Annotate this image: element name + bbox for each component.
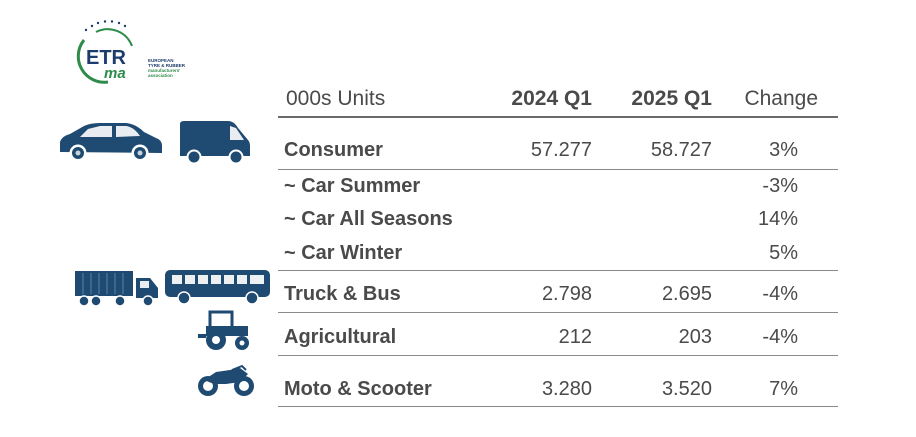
row-rule bbox=[278, 312, 838, 313]
value-2025: 2.695 bbox=[661, 283, 712, 305]
value-change: -3% bbox=[762, 175, 798, 197]
table-row-car-winter: ~ Car Winter 5% bbox=[278, 237, 838, 269]
van-icon bbox=[180, 121, 250, 165]
value-change: 14% bbox=[757, 208, 798, 230]
logo-text: EUROPEAN TYRE & RUBBER manufacturers' as… bbox=[148, 58, 185, 78]
row-label: Truck & Bus bbox=[284, 283, 401, 305]
header-rule bbox=[278, 116, 838, 118]
car-icon bbox=[60, 123, 162, 162]
table-row-consumer: Consumer 57.277 58.727 3% bbox=[278, 134, 838, 166]
logo-line-1: EUROPEAN bbox=[148, 58, 174, 63]
table-row-truck-bus: Truck & Bus 2.798 2.695 -4% bbox=[278, 278, 838, 310]
table-row-agricultural: Agricultural 212 203 -4% bbox=[278, 321, 838, 353]
table-row-car-all-seasons: ~ Car All Seasons 14% bbox=[278, 203, 838, 235]
row-rule bbox=[278, 169, 838, 170]
bus-icon bbox=[165, 270, 270, 305]
logo-mark: ETR bbox=[86, 47, 127, 69]
header-change: Change bbox=[744, 87, 818, 110]
value-2025: 3.520 bbox=[661, 378, 712, 400]
tractor-icon bbox=[198, 310, 249, 350]
value-change: -4% bbox=[762, 283, 798, 305]
logo-line-3: manufacturers' bbox=[148, 68, 181, 73]
value-2024: 57.277 bbox=[530, 139, 592, 161]
row-rule bbox=[278, 406, 838, 407]
header-2025-q1: 2025 Q1 bbox=[631, 87, 712, 110]
value-change: 5% bbox=[769, 242, 798, 264]
row-label: Moto & Scooter bbox=[284, 378, 432, 400]
value-2024: 2.798 bbox=[541, 283, 592, 305]
truck-icon bbox=[75, 271, 158, 307]
logo-line-2: TYRE & RUBBER bbox=[148, 63, 186, 68]
header-units: 000s Units bbox=[286, 87, 386, 110]
svg-text:ma: ma bbox=[104, 65, 126, 82]
value-change: -4% bbox=[762, 326, 798, 348]
motorcycle-icon bbox=[198, 364, 254, 396]
etrma-logo-icon: ETR ma bbox=[76, 20, 133, 84]
row-label: Consumer bbox=[284, 139, 383, 161]
header-2024-q1: 2024 Q1 bbox=[511, 87, 592, 110]
table-row-car-summer: ~ Car Summer -3% bbox=[278, 170, 838, 202]
row-label: ~ Car All Seasons bbox=[284, 208, 453, 230]
row-rule bbox=[278, 270, 838, 271]
value-change: 7% bbox=[769, 378, 798, 400]
value-2025: 203 bbox=[678, 326, 712, 348]
row-label: Agricultural bbox=[284, 326, 397, 348]
row-label: ~ Car Winter bbox=[284, 242, 403, 264]
value-2025: 58.727 bbox=[650, 139, 712, 161]
value-2024: 212 bbox=[558, 326, 592, 348]
value-2024: 3.280 bbox=[541, 378, 592, 400]
row-rule bbox=[278, 355, 838, 356]
table-row-moto-scooter: Moto & Scooter 3.280 3.520 7% bbox=[278, 373, 838, 405]
logo-line-4: association bbox=[148, 73, 173, 78]
row-label: ~ Car Summer bbox=[284, 175, 421, 197]
value-change: 3% bbox=[769, 139, 798, 161]
